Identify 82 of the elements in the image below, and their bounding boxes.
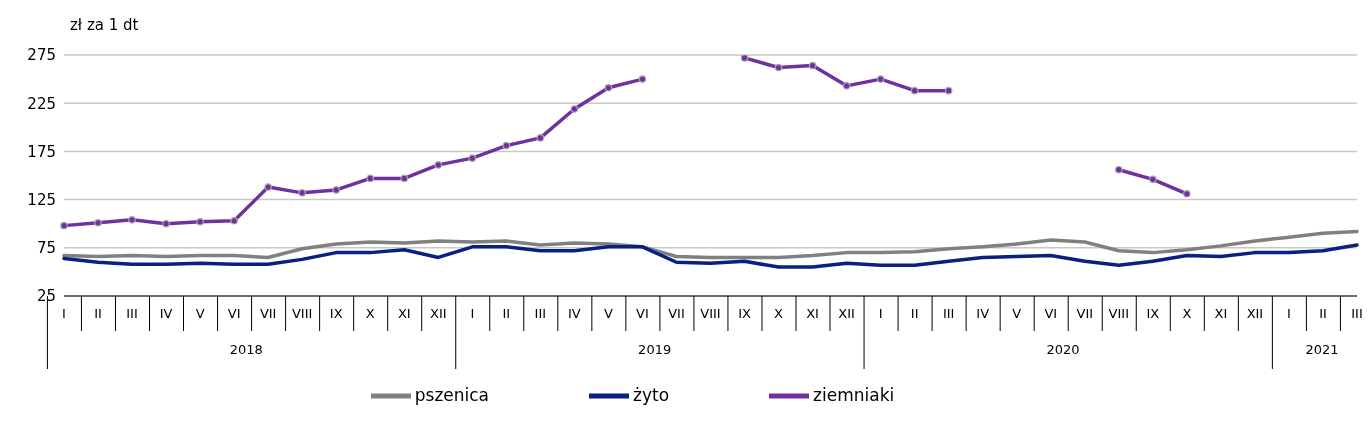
x-tick-label: X [1182,306,1192,321]
x-tick-label: I [470,306,475,321]
x-tick-label: V [1012,306,1022,321]
point [638,75,647,83]
point [468,154,477,162]
x-tick-label: III [1351,306,1363,321]
x-tick-label: VIII [1108,306,1130,321]
point [366,174,375,183]
x-tick-label: VIII [700,306,721,321]
x-tick-label: VIII [291,306,313,321]
legend-label: ziemniaki [813,385,895,405]
point [94,218,102,227]
point [400,174,409,183]
point [264,183,272,191]
point [434,161,443,169]
point [128,216,136,224]
x-tick-label: IV [568,306,581,321]
x-tick-label: II [94,306,102,321]
x-tick-label: XII [430,306,447,321]
x-tick-label: IX [738,306,751,321]
x-tick-label: IX [329,306,343,321]
point [740,55,749,62]
x-tick-label: II [502,306,511,321]
x-tick-label: XI [397,306,411,321]
y-axis-title: zł za 1 dt [70,16,139,34]
point [332,186,341,194]
line-series [62,243,1359,269]
text: 2021 [1305,342,1339,357]
x-tick-label: VII [1076,306,1094,321]
x-tick-label: X [365,306,375,321]
x-tick-label: II [1319,306,1327,321]
x-tick-label: III [126,306,138,321]
legend-label: żyto [633,385,670,405]
x-tick-label: XI [806,306,819,321]
point [196,217,204,226]
x-tick-label: VII [668,306,685,321]
point [842,82,851,90]
x-tick-label: VI [1044,306,1058,321]
x-tick-label: V [603,306,613,321]
x-tick-label: IX [1146,306,1160,321]
x-tick-label: XI [1214,306,1228,321]
x-tick-label: II [910,306,919,321]
x-tick-label: XII [1246,306,1264,321]
x-tick-label: V [195,306,205,321]
y-tick-label: 225 [27,94,56,113]
line-series [62,229,1359,260]
x-tick-label: I [878,306,883,321]
x-tick-label: IV [159,306,173,321]
point [910,86,919,95]
x-tick-label: IV [976,306,990,321]
x-tick-label: I [1287,306,1291,321]
x-tick-label: VI [227,306,241,321]
y-tick-label: 125 [27,190,56,209]
y-tick-label: 75 [36,239,56,258]
x-tick-label: VI [636,306,649,321]
x-tick-label: VII [259,306,277,321]
point [536,134,545,142]
point [808,61,817,70]
y-tick-label: 275 [27,46,56,65]
point [1115,165,1123,174]
x-tick-label: X [774,306,784,321]
point [230,217,238,225]
text: 2020 [1046,342,1080,357]
x-tick-label: XII [838,306,855,321]
text: 2019 [638,342,672,357]
point [774,63,783,72]
point [502,141,511,150]
y-tick-label: 175 [27,142,56,161]
point [162,219,170,228]
point [298,189,306,197]
y-tick-label: 25 [36,287,56,306]
legend-label: pszenica [414,385,490,405]
x-tick-label: III [534,306,547,321]
point [60,221,68,230]
point [570,105,579,113]
point [1149,175,1157,184]
point [1183,190,1191,198]
x-tick-label: III [942,306,955,321]
text: 2018 [229,342,263,357]
point [944,86,953,95]
point [876,75,885,83]
x-tick-label: I [62,306,66,321]
